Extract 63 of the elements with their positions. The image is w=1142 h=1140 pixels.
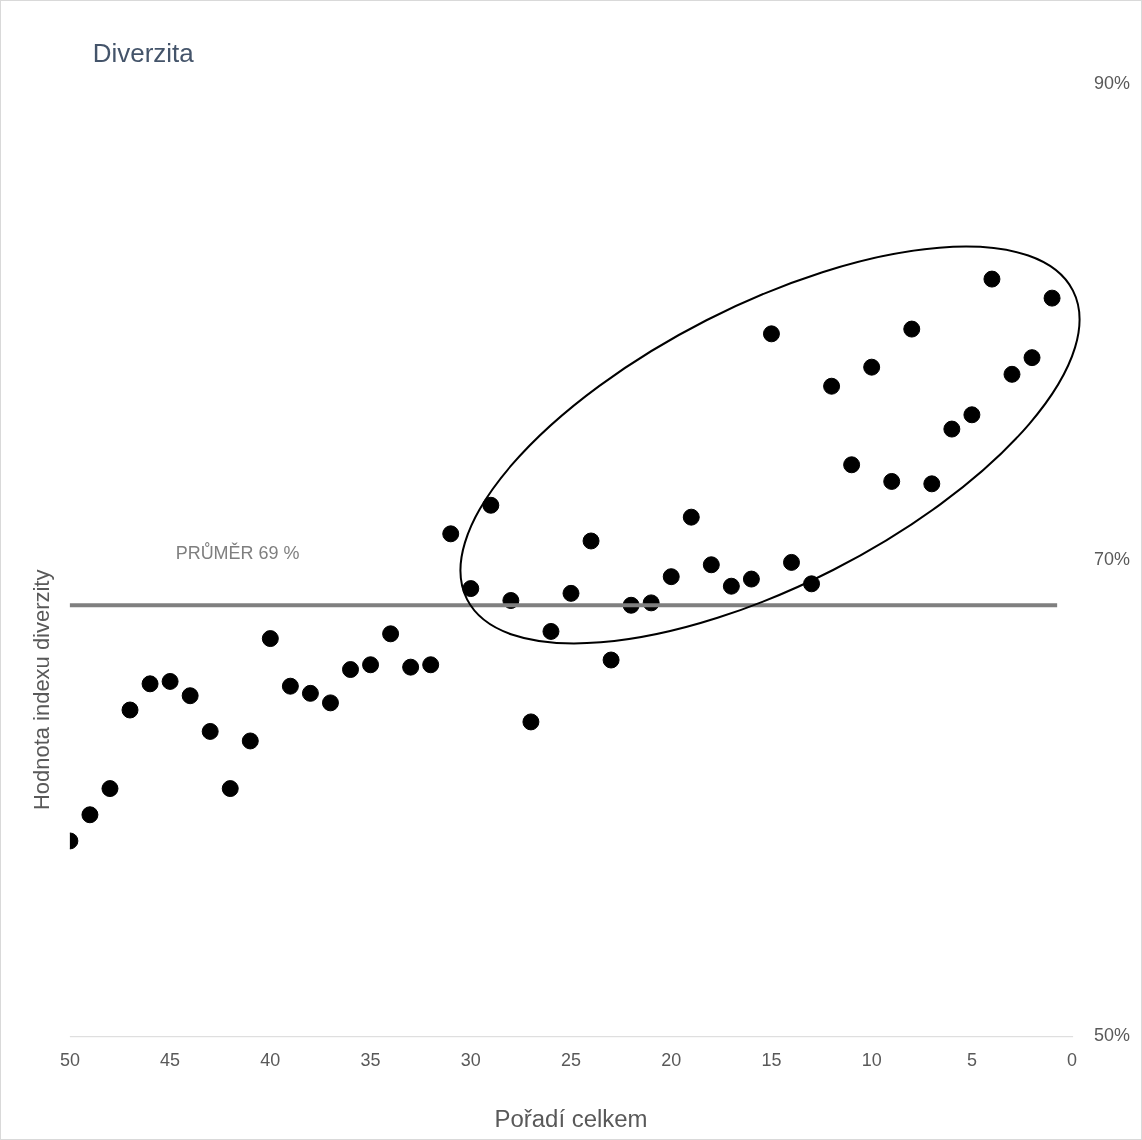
x-tick-label: 20 [661,1049,682,1070]
point [221,780,239,798]
x-tick-label: 50 [59,1049,80,1070]
point [602,651,620,669]
point [863,358,881,376]
point [422,656,440,674]
x-tick-label: 35 [360,1049,381,1070]
point [321,694,339,712]
chart-title: Diverzita [92,39,195,68]
point [161,672,179,690]
point [843,456,861,474]
point [342,661,359,679]
x-tick-label: 30 [460,1049,481,1070]
point [722,577,740,595]
point [281,677,299,695]
point [101,780,119,798]
point [662,568,680,586]
x-tick-label: 0 [1067,1049,1078,1070]
point [903,320,921,338]
y-axis-title: Hodnota indexu diverzity [28,569,54,810]
point [522,713,540,731]
x-tick-label: 45 [160,1049,181,1070]
y-tick-label: 50% [1094,1025,1131,1046]
point [742,570,760,588]
point [883,472,901,490]
point [823,377,841,395]
point [402,658,420,676]
point [762,325,780,343]
point [1043,289,1061,307]
point [462,580,480,598]
point [121,701,139,719]
x-tick-label: 5 [966,1049,977,1070]
point [582,532,600,550]
point [442,525,460,543]
point [562,584,580,602]
x-tick-label: 40 [260,1049,281,1070]
point [382,625,400,643]
point [943,420,961,438]
point [201,722,219,740]
point [542,622,560,640]
x-tick-label: 10 [861,1049,882,1070]
point [181,687,199,705]
point [923,475,941,493]
point [963,406,981,424]
point [261,630,279,648]
x-tick-label: 25 [561,1049,581,1070]
point [241,732,259,750]
x-axis-title: Pořadí celkem [494,1105,648,1133]
point [482,496,500,514]
point [81,806,99,824]
y-tick-label: 70% [1094,548,1131,569]
point [682,508,700,526]
point [301,684,319,702]
point [362,656,380,674]
point [702,556,720,574]
point [783,553,800,571]
point [983,270,1001,288]
point [141,675,159,693]
y-tick-label: 90% [1094,72,1131,93]
x-tick-label: 15 [761,1049,782,1070]
point [1003,365,1021,383]
point [1023,349,1041,367]
ref-line-label: PRŮMĚR 69 % [175,542,300,564]
